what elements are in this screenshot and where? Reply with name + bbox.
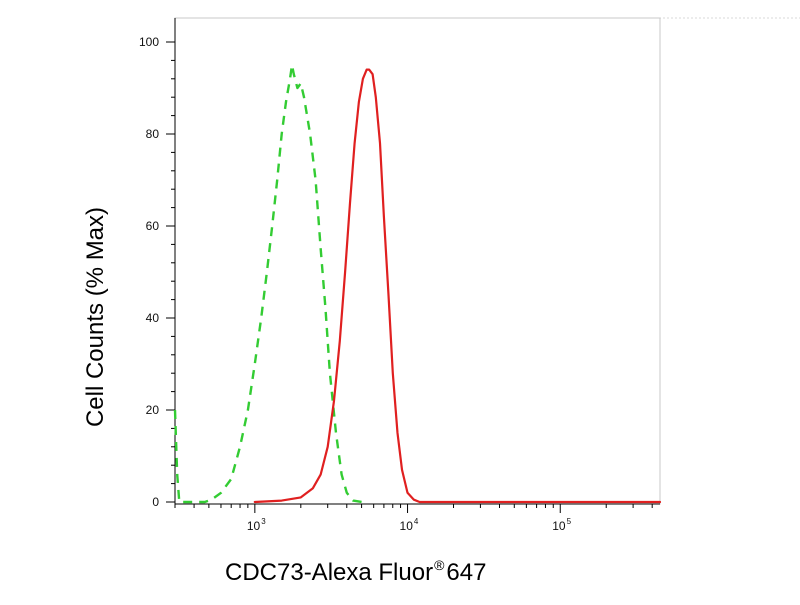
x-axis-label-main: CDC73-Alexa Fluor bbox=[225, 559, 433, 586]
x-tick-label: 103 bbox=[247, 517, 266, 533]
x-axis-label-suffix: 647 bbox=[446, 559, 486, 586]
histogram-series-1 bbox=[173, 63, 362, 504]
x-tick-label-base: 10 bbox=[400, 519, 414, 533]
y-tick-label: 100 bbox=[139, 35, 159, 49]
y-tick-label: 20 bbox=[146, 403, 160, 417]
y-tick-label: 80 bbox=[146, 127, 160, 141]
x-tick-label-exponent: 3 bbox=[261, 517, 266, 526]
series-layer bbox=[173, 63, 662, 504]
y-tick-label: 0 bbox=[152, 495, 159, 509]
x-axis-label-superscript: ® bbox=[434, 557, 445, 573]
x-tick-label: 105 bbox=[552, 517, 571, 533]
x-tick-label-base: 10 bbox=[247, 519, 261, 533]
y-axis-label: Cell Counts (% Max) bbox=[82, 207, 109, 427]
histogram-series-2 bbox=[253, 68, 662, 504]
x-tick-label-exponent: 4 bbox=[414, 517, 419, 526]
x-axis: 103 104 105 bbox=[174, 503, 660, 533]
x-axis-label: CDC73-Alexa Fluor®647 bbox=[225, 557, 486, 586]
plot-frame bbox=[174, 17, 661, 505]
x-tick-label-exponent: 5 bbox=[567, 517, 572, 526]
x-tick-label-base: 10 bbox=[552, 519, 566, 533]
y-tick-label: 40 bbox=[146, 311, 160, 325]
x-tick-label: 104 bbox=[400, 517, 419, 533]
y-tick-label: 60 bbox=[146, 219, 160, 233]
y-axis: 0 20 40 60 80 100 bbox=[139, 18, 176, 509]
